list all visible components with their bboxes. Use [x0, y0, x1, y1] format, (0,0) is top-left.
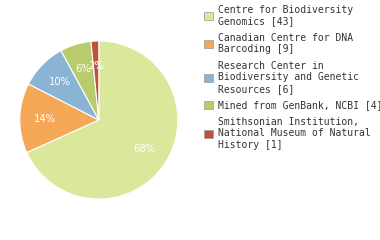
Wedge shape	[20, 84, 99, 152]
Text: 2%: 2%	[88, 61, 104, 71]
Wedge shape	[27, 41, 178, 199]
Text: 68%: 68%	[133, 144, 155, 154]
Text: 14%: 14%	[34, 114, 56, 124]
Text: 10%: 10%	[49, 78, 71, 87]
Text: 6%: 6%	[75, 64, 91, 74]
Wedge shape	[61, 41, 99, 120]
Legend: Centre for Biodiversity
Genomics [43], Canadian Centre for DNA
Barcoding [9], Re: Centre for Biodiversity Genomics [43], C…	[204, 5, 380, 150]
Wedge shape	[28, 51, 99, 120]
Wedge shape	[91, 41, 99, 120]
